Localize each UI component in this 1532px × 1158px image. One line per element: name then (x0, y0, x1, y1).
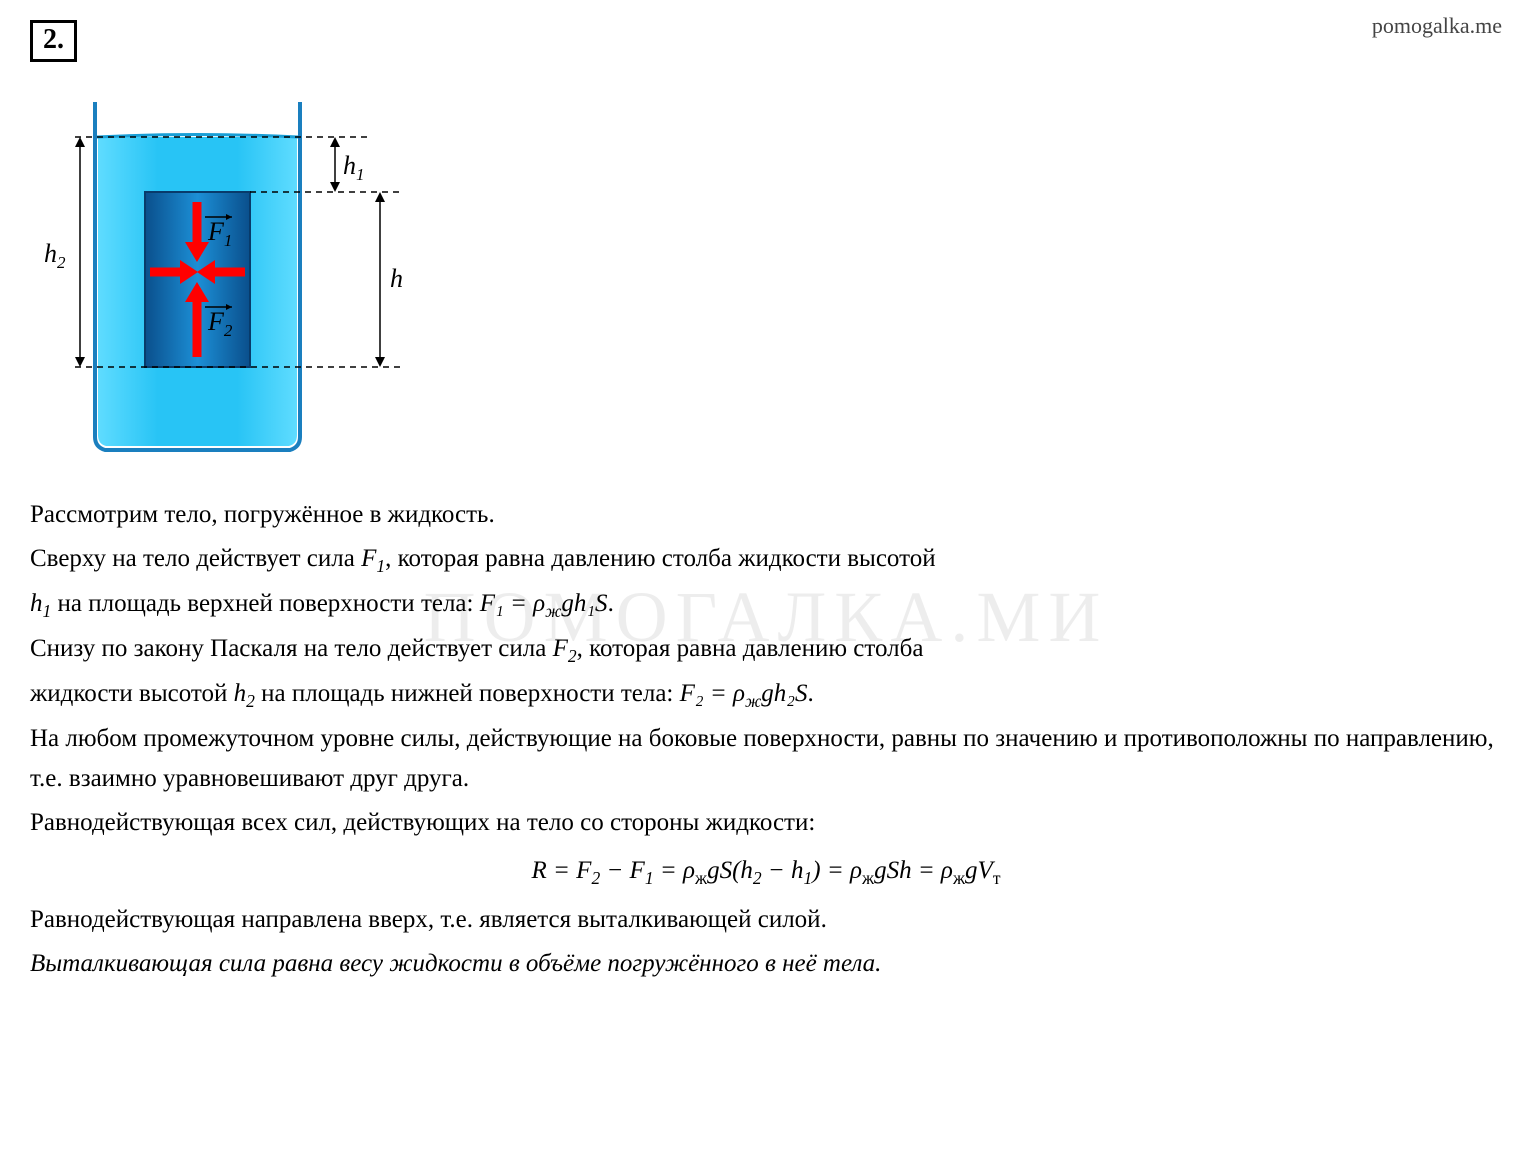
problem-number: 2. (30, 20, 77, 62)
para-3: h1 на площадь верхней поверхности тела: … (30, 584, 1502, 625)
para-5: жидкости высотой h2 на площадь нижней по… (30, 674, 1502, 715)
para-9-conclusion: Выталкивающая сила равна весу жидкости в… (30, 944, 1502, 984)
label-h2: h2 (44, 239, 66, 272)
buoyancy-diagram: F1 F2 h1 h h2 (40, 92, 1502, 475)
para-7: Равнодействующая всех сил, действующих н… (30, 803, 1502, 843)
para-2: Сверху на тело действует сила F1, котора… (30, 539, 1502, 580)
para-4: Снизу по закону Паскаля на тело действуе… (30, 629, 1502, 670)
para-6: На любом промежуточном уровне силы, дейс… (30, 719, 1502, 799)
solution-text: Рассмотрим тело, погружённое в жидкость.… (30, 495, 1502, 984)
para-8: Равнодействующая направлена вверх, т.е. … (30, 900, 1502, 940)
para-1: Рассмотрим тело, погружённое в жидкость. (30, 495, 1502, 535)
label-h: h (390, 264, 403, 293)
diagram-svg: F1 F2 h1 h h2 (40, 92, 410, 462)
label-h1: h1 (343, 151, 365, 184)
formula-main: R = F2 − F1 = ρжgS(h2 − h1) = ρжgSh = ρж… (30, 851, 1502, 892)
watermark-top: pomogalka.me (1372, 8, 1502, 43)
